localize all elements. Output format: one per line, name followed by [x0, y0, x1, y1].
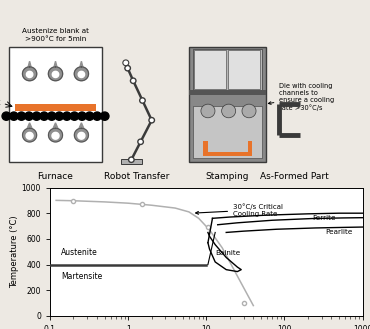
Circle shape: [201, 104, 215, 118]
Polygon shape: [52, 61, 59, 74]
Text: Ferrite: Ferrite: [312, 215, 336, 221]
Circle shape: [93, 112, 101, 120]
Circle shape: [2, 112, 10, 120]
Polygon shape: [26, 71, 33, 78]
Circle shape: [149, 117, 155, 123]
Circle shape: [129, 157, 134, 163]
Polygon shape: [78, 123, 85, 131]
Polygon shape: [52, 71, 59, 78]
Polygon shape: [78, 61, 85, 74]
Polygon shape: [74, 67, 88, 81]
Polygon shape: [48, 67, 63, 81]
FancyBboxPatch shape: [15, 104, 96, 111]
Text: Martensite: Martensite: [61, 271, 102, 281]
Text: Stamping: Stamping: [206, 171, 249, 181]
Circle shape: [101, 112, 109, 120]
Circle shape: [125, 65, 130, 71]
Circle shape: [123, 60, 129, 66]
Text: 30°C/s Critical
Cooling Rate: 30°C/s Critical Cooling Rate: [196, 203, 283, 216]
Circle shape: [47, 112, 56, 120]
Text: Austenite: Austenite: [61, 248, 98, 258]
Circle shape: [10, 112, 18, 120]
Polygon shape: [48, 128, 63, 142]
Circle shape: [63, 112, 71, 120]
FancyBboxPatch shape: [203, 141, 208, 157]
FancyBboxPatch shape: [189, 90, 266, 95]
Text: Blank: Blank: [0, 98, 1, 107]
Text: Pearlite: Pearlite: [325, 229, 353, 235]
Polygon shape: [26, 123, 33, 131]
Text: Die with cooling
channels to
ensure a cooling
rate >30°C/s: Die with cooling channels to ensure a co…: [268, 84, 334, 111]
FancyBboxPatch shape: [193, 106, 262, 158]
FancyBboxPatch shape: [121, 159, 142, 164]
Polygon shape: [26, 61, 33, 74]
Polygon shape: [23, 128, 37, 142]
Circle shape: [78, 112, 86, 120]
FancyBboxPatch shape: [9, 47, 102, 162]
Polygon shape: [78, 132, 85, 139]
FancyBboxPatch shape: [248, 141, 252, 157]
Circle shape: [222, 104, 236, 118]
Polygon shape: [78, 71, 85, 78]
Circle shape: [140, 98, 145, 103]
Polygon shape: [23, 67, 37, 81]
FancyBboxPatch shape: [203, 152, 252, 157]
FancyBboxPatch shape: [193, 49, 262, 90]
Polygon shape: [52, 123, 59, 131]
FancyBboxPatch shape: [194, 50, 226, 89]
Polygon shape: [26, 132, 33, 139]
Circle shape: [70, 112, 79, 120]
Text: Robot Transfer: Robot Transfer: [104, 171, 169, 181]
Circle shape: [242, 104, 256, 118]
FancyBboxPatch shape: [228, 50, 260, 89]
Circle shape: [138, 139, 144, 144]
Circle shape: [85, 112, 94, 120]
Polygon shape: [74, 128, 88, 142]
Circle shape: [130, 78, 136, 84]
Circle shape: [32, 112, 41, 120]
Text: As-Formed Part: As-Formed Part: [260, 171, 328, 181]
Polygon shape: [52, 132, 59, 139]
Y-axis label: Temperature (°C): Temperature (°C): [10, 215, 19, 288]
FancyBboxPatch shape: [189, 47, 266, 162]
Text: Austenize blank at
>900°C for 5min: Austenize blank at >900°C for 5min: [22, 28, 89, 42]
Circle shape: [40, 112, 48, 120]
Circle shape: [25, 112, 33, 120]
Text: Bainite: Bainite: [215, 250, 241, 256]
Circle shape: [55, 112, 64, 120]
Text: Furnace: Furnace: [38, 171, 73, 181]
Circle shape: [17, 112, 26, 120]
